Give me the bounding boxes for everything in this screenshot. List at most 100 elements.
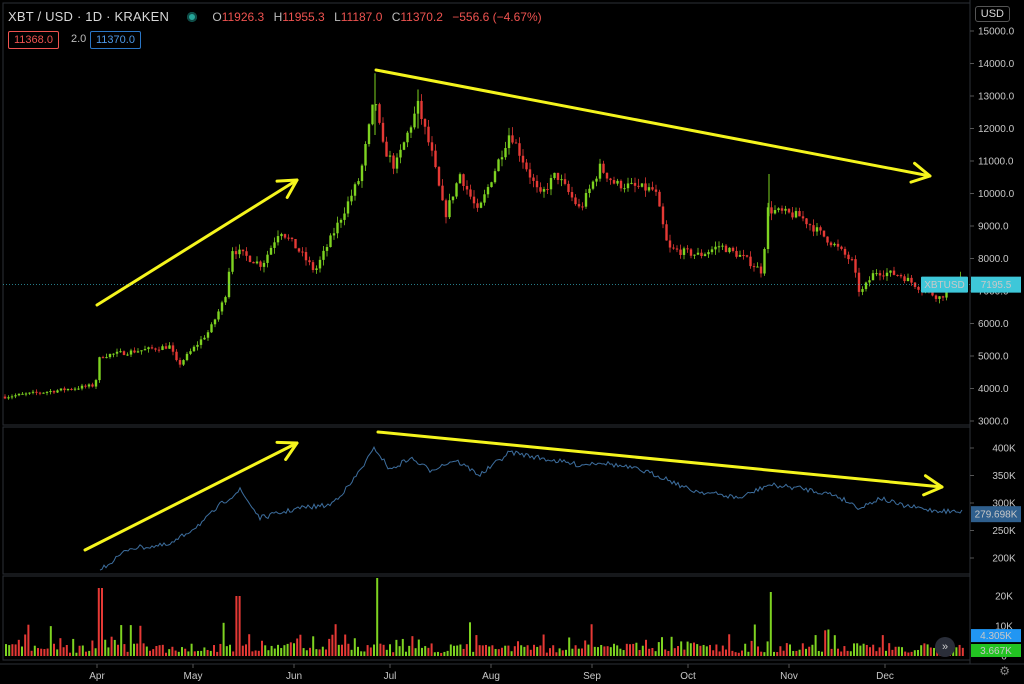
volume-bar	[446, 650, 449, 656]
volume-bar	[401, 638, 404, 656]
volume-bar	[414, 648, 417, 656]
candle-body	[374, 104, 378, 106]
candle-body	[514, 142, 518, 144]
candle-body	[801, 216, 805, 219]
candle-body	[504, 148, 507, 158]
volume-bar	[961, 647, 964, 656]
volume-bar	[168, 649, 171, 656]
volume-bar	[501, 647, 503, 656]
candle-body	[21, 393, 24, 395]
volume-bar	[120, 625, 123, 656]
volume-bar	[347, 643, 350, 656]
volume-bar	[757, 646, 759, 656]
volume-bar	[421, 647, 423, 656]
candle-body	[616, 180, 619, 184]
volume-bar	[574, 645, 577, 656]
volume-bar	[126, 651, 129, 656]
volume-bar	[862, 643, 865, 656]
candle-body	[238, 249, 241, 255]
volume-bar	[811, 644, 814, 656]
uptrend-arrow-indicator	[83, 441, 299, 552]
volume-bar	[609, 647, 612, 656]
volume-bar	[539, 645, 542, 656]
candle-body	[45, 391, 49, 393]
candle-body	[329, 235, 332, 248]
candle-body	[73, 388, 77, 390]
volume-bar	[328, 638, 331, 656]
volume-bar	[379, 643, 382, 656]
volume-bar	[824, 630, 827, 656]
candle-body	[430, 142, 434, 151]
volume-bar	[261, 640, 263, 656]
candle-body	[101, 357, 105, 359]
volume-bar	[929, 647, 932, 656]
volume-bar	[245, 644, 247, 656]
candle-body	[112, 353, 115, 355]
change-value: −556.6 (−4.67%)	[452, 10, 542, 24]
candle-body	[910, 277, 913, 283]
candle-body	[252, 261, 255, 264]
candle-body	[199, 339, 203, 345]
candle-body	[420, 100, 423, 120]
candle-body	[94, 380, 98, 387]
volume-bar	[465, 644, 468, 656]
volume-bar	[373, 644, 375, 656]
candle-body	[455, 183, 458, 197]
currency-button[interactable]: USD	[974, 6, 1010, 22]
symbol-title[interactable]: XBT / USD · 1D · KRAKEN	[8, 9, 170, 24]
candle-body	[168, 345, 171, 349]
scroll-to-realtime-button[interactable]: »	[935, 637, 955, 657]
volume-bar	[232, 651, 235, 656]
candle-body	[945, 290, 948, 298]
candle-body	[406, 132, 409, 143]
volume-bar	[686, 641, 689, 656]
candle-body	[108, 353, 112, 358]
bid-price-button[interactable]: 11368.0	[8, 31, 59, 49]
candle-body	[871, 273, 875, 281]
volume-value-green: 3.667K	[980, 646, 1012, 657]
candle-body	[661, 206, 665, 225]
volume-bar	[117, 644, 119, 656]
low-label: L	[334, 10, 341, 24]
month-label: Dec	[876, 671, 894, 682]
volume-bar	[661, 637, 663, 656]
volume-bar	[533, 644, 535, 656]
volume-bar	[193, 651, 196, 656]
volume-bar	[376, 578, 379, 656]
candle-body	[220, 302, 224, 312]
candle-body	[304, 252, 308, 261]
volume-bar	[731, 650, 734, 656]
volume-bar	[808, 646, 811, 656]
candle-body	[262, 262, 266, 267]
candle-body	[385, 141, 388, 157]
candle-body	[133, 350, 136, 353]
candle-body	[178, 360, 182, 365]
candle-body	[658, 191, 661, 207]
volume-bar	[869, 647, 871, 656]
volume-bar	[504, 645, 507, 656]
ask-price-button[interactable]: 11370.0	[90, 31, 141, 49]
candle-body	[878, 273, 882, 276]
volume-bar	[789, 644, 791, 656]
volume-bar	[283, 645, 286, 656]
candle-body	[647, 187, 651, 191]
volume-bar	[389, 644, 391, 656]
volume-bar	[561, 650, 564, 656]
volume-bar	[190, 643, 193, 656]
candle-body	[350, 195, 353, 202]
volume-bar	[97, 588, 100, 656]
settings-gear-icon[interactable]: ⚙	[999, 664, 1010, 678]
candle-body	[766, 207, 770, 250]
candle-body	[556, 172, 560, 180]
volume-bar	[696, 644, 699, 656]
volume-bar	[104, 639, 107, 656]
candle-body	[521, 155, 525, 163]
candle-body	[434, 150, 437, 168]
volume-bar	[657, 642, 660, 656]
spread-value: 2.0	[71, 33, 87, 45]
volume-bar	[625, 643, 628, 656]
candle-body	[322, 250, 325, 260]
volume-bar	[360, 651, 363, 656]
volume-bar	[529, 649, 532, 656]
